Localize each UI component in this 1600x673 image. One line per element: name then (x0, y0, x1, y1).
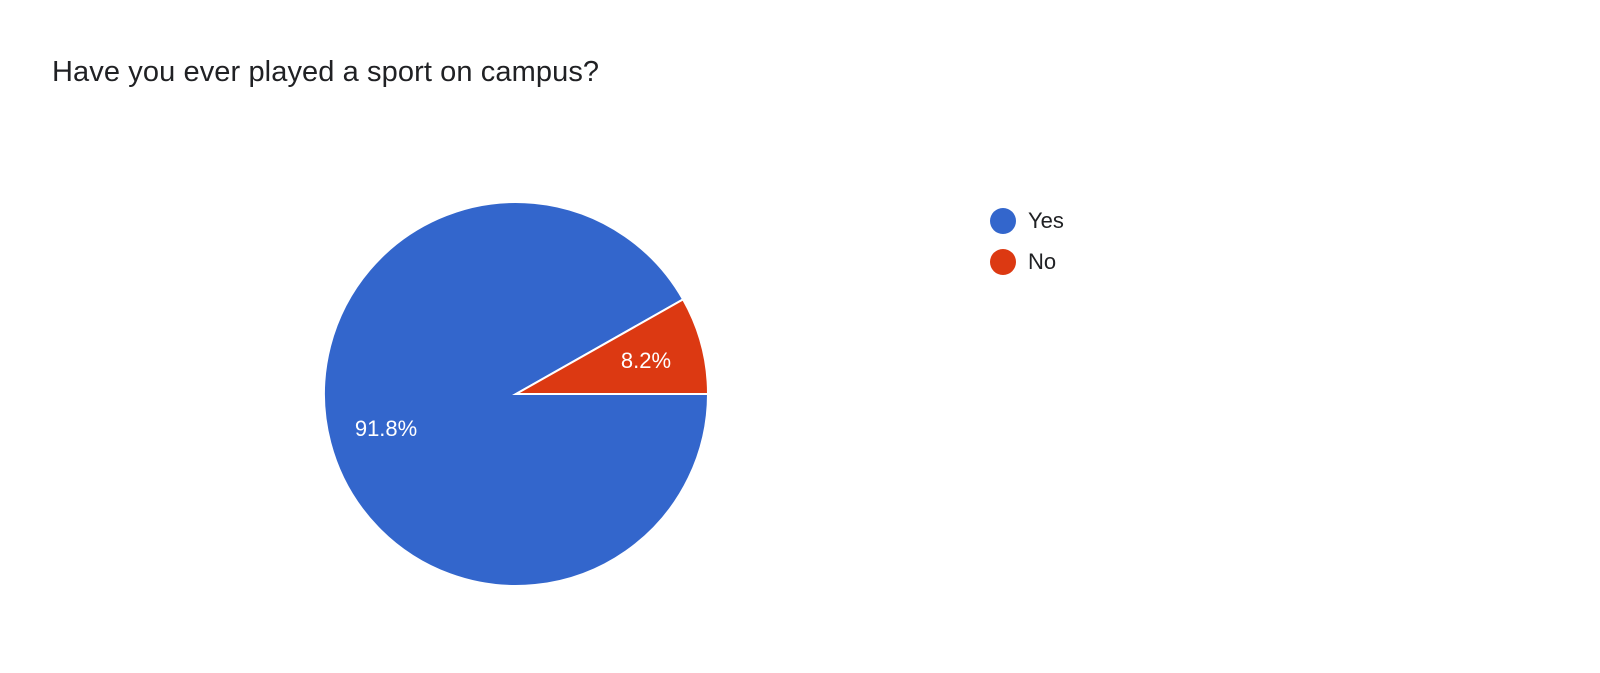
data-label-yes: 91.8% (355, 416, 417, 441)
data-label-no: 8.2% (621, 348, 671, 373)
legend-swatch-yes (990, 207, 1016, 234)
legend-item-yes[interactable]: Yes (990, 200, 1064, 241)
chart-title: Have you ever played a sport on campus? (52, 56, 600, 88)
legend-swatch-no (990, 248, 1016, 275)
legend: Yes No (990, 200, 1064, 282)
pie-slice-no[interactable] (512, 298, 710, 395)
legend-label-no: No (1028, 248, 1057, 274)
legend-item-no[interactable]: No (990, 241, 1064, 282)
legend-label-yes: Yes (1028, 207, 1064, 233)
